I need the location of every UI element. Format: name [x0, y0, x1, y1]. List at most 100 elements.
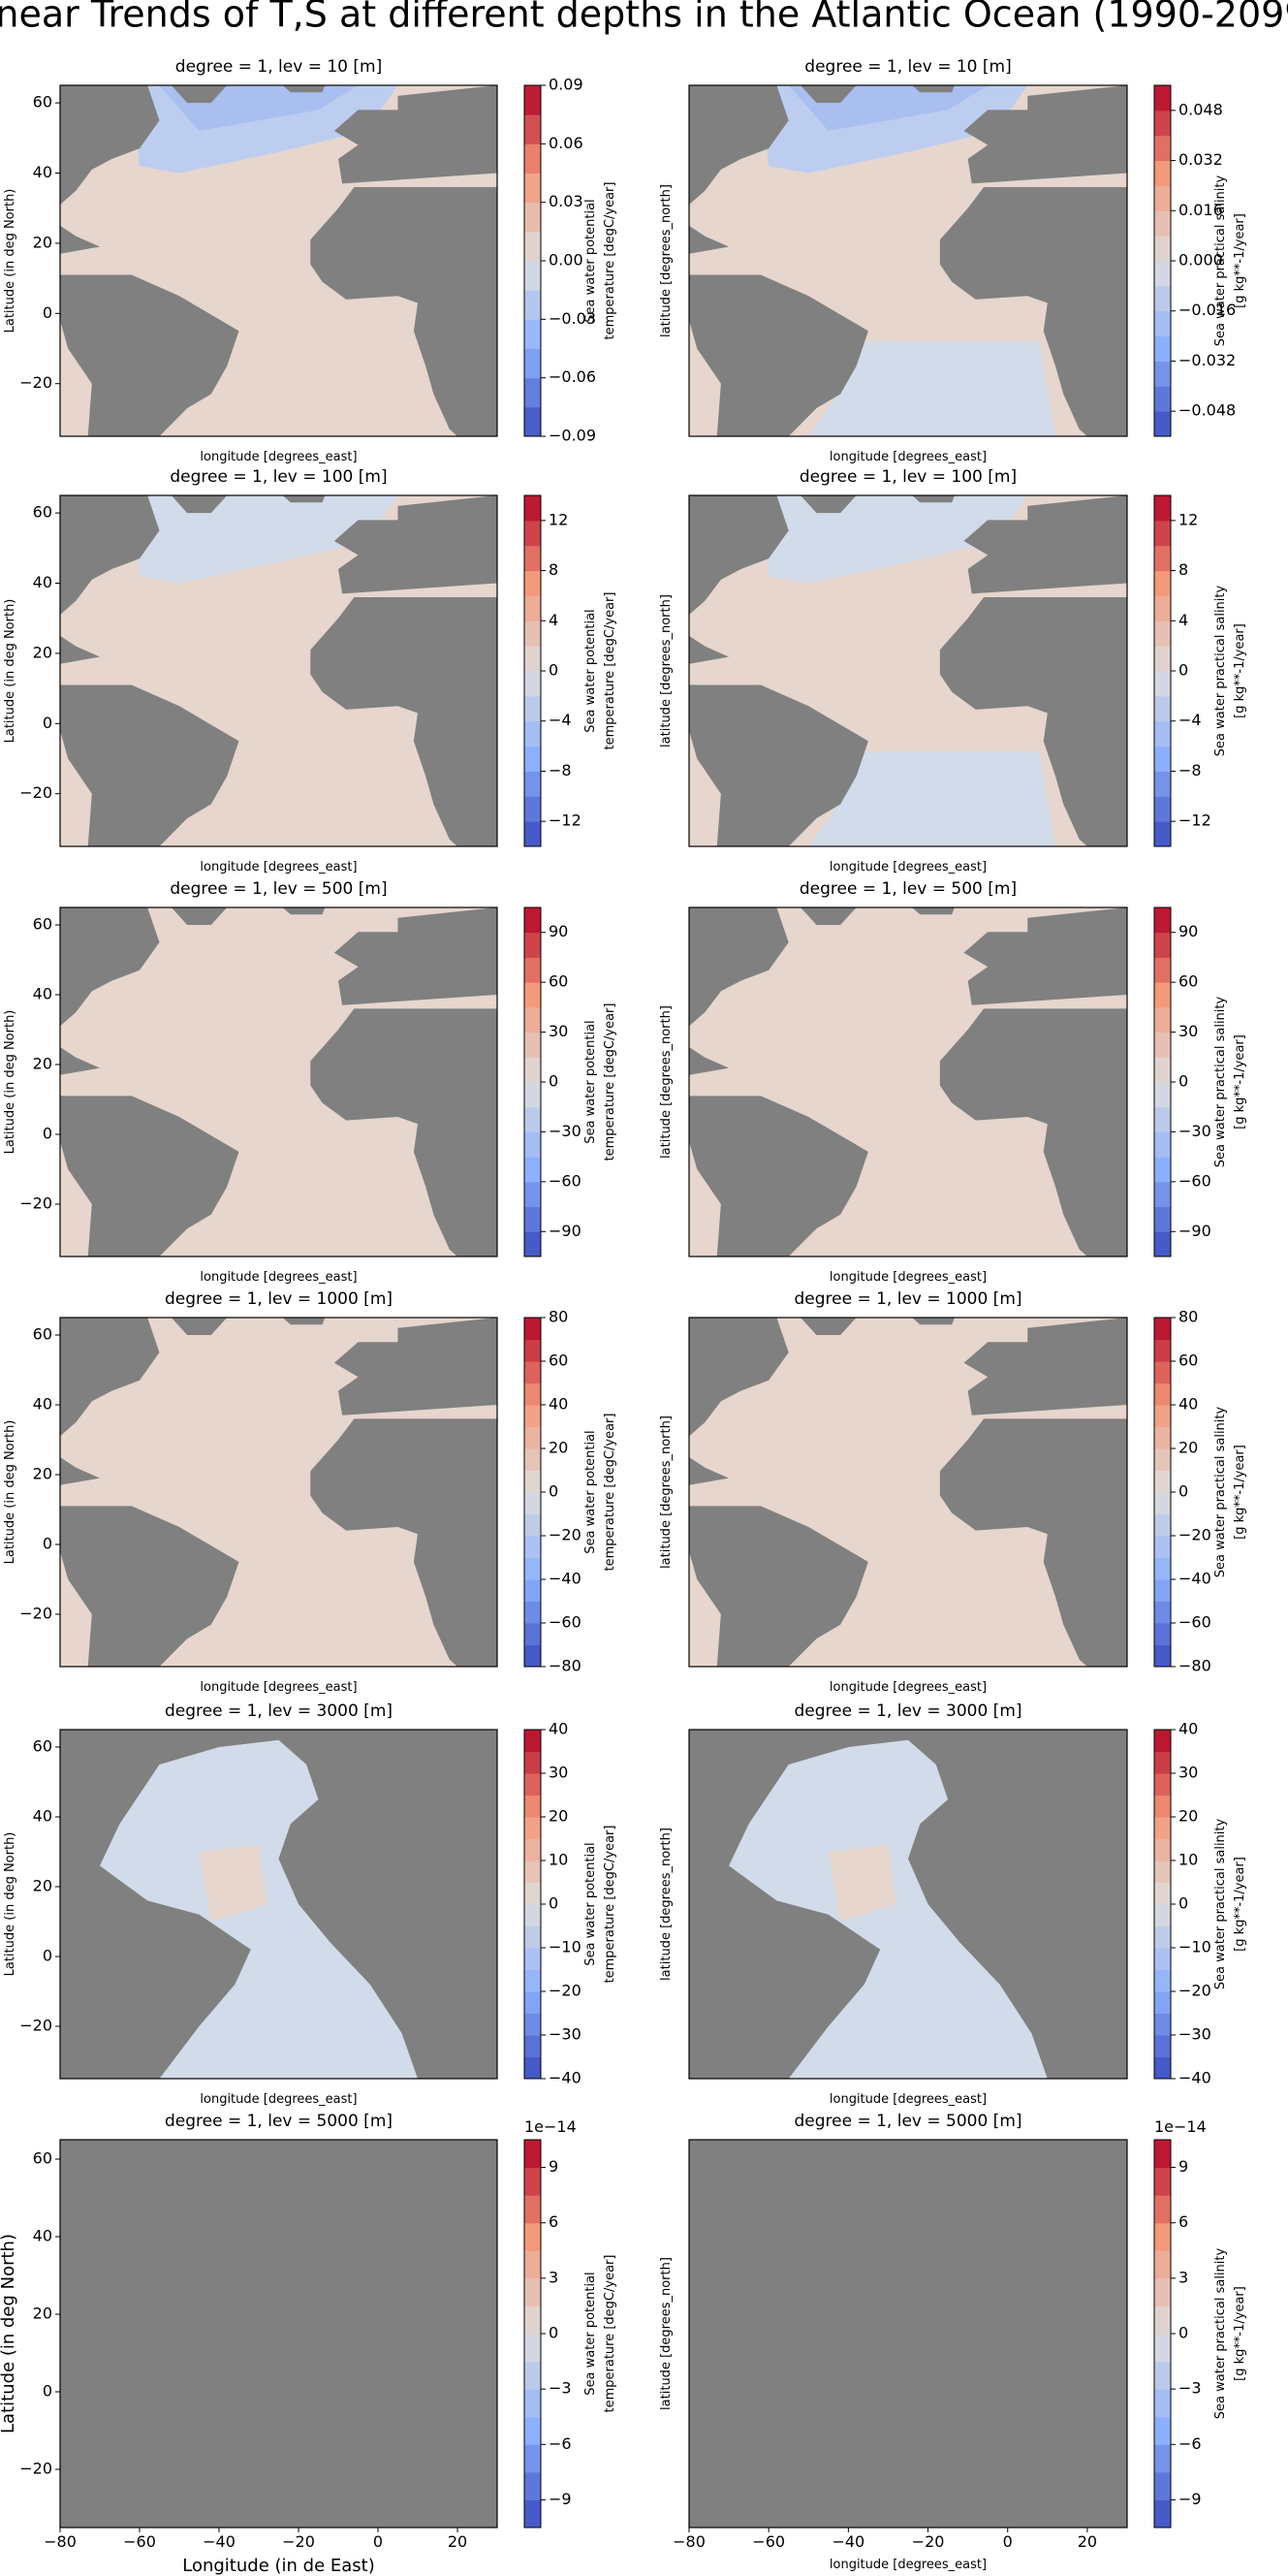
y-tick-label: 0 [43, 1125, 52, 1143]
colorbar-band [1154, 236, 1171, 262]
colorbar-tick-label: 0 [549, 2324, 558, 2342]
colorbar-label: Sea water practical salinity [1213, 585, 1228, 756]
colorbar-tick-label: −3 [549, 2379, 572, 2398]
colorbar-band [524, 2167, 541, 2196]
map-region [60, 1318, 160, 1437]
colorbar-band [524, 2416, 541, 2445]
y-tick-label: 0 [43, 1947, 52, 1965]
colorbar-band [1154, 957, 1171, 983]
map-region [912, 1318, 955, 1325]
y-tick-label: 40 [33, 1395, 52, 1414]
colorbar-band [1154, 185, 1171, 211]
colorbar-band [524, 1882, 541, 1905]
map-region [689, 274, 868, 436]
colorbar-tick-label: −9 [1178, 2490, 1202, 2508]
panel: degree = 1, lev = 10 [m] longitude [degre… [3, 57, 617, 464]
colorbar-band [524, 1106, 541, 1132]
colorbar-band [524, 1339, 541, 1362]
x-tick-label: −40 [832, 2532, 864, 2551]
y-axis-label: latitude [degrees_north] [659, 2257, 674, 2410]
map-region [282, 1318, 326, 1325]
colorbar-tick-label: 60 [549, 972, 568, 991]
colorbar-band [1154, 1882, 1171, 1905]
colorbar-band [524, 1969, 541, 1992]
colorbar-tick-label: 0.00 [549, 251, 583, 270]
y-tick-label: −20 [19, 1605, 52, 1623]
colorbar-tick-label: −6 [549, 2434, 572, 2453]
colorbar-tick-label: −9 [549, 2490, 572, 2508]
colorbar-tick-label: −30 [1178, 1122, 1211, 1140]
colorbar-band [1154, 2035, 1171, 2057]
colorbar-tick-label: 0 [1178, 1072, 1188, 1091]
colorbar-tick-label: 0 [1178, 1482, 1188, 1501]
colorbar-tick-label: 40 [1178, 1395, 1198, 1414]
y-axis-label: Latitude (in deg North) [3, 189, 17, 334]
map-region [808, 751, 1056, 846]
map-region [689, 684, 868, 846]
colorbar-tick-label: 60 [1178, 1352, 1198, 1370]
colorbar-band [524, 2013, 541, 2036]
map-background [689, 2140, 1127, 2528]
y-tick-label: 20 [33, 233, 52, 251]
colorbar-band [524, 1361, 541, 1383]
colorbar-band [524, 1730, 541, 1752]
colorbar-tick-label: −30 [549, 1122, 581, 1140]
colorbar-band [1154, 110, 1171, 137]
colorbar-tick-label: 90 [1178, 922, 1198, 940]
colorbar-band [524, 1644, 541, 1668]
map-region [333, 907, 497, 1005]
colorbar-tick-label: 4 [549, 611, 558, 629]
colorbar-band [1154, 2444, 1171, 2473]
colorbar-tick-label: 0.016 [1178, 201, 1223, 219]
map-region [333, 495, 497, 594]
map-region [60, 907, 160, 1027]
axes-frame [688, 84, 1128, 437]
x-axis-label: longitude [degrees_east] [830, 2558, 987, 2572]
panel: degree = 1, lev = 3000 [m] longitude [deg… [659, 1701, 1247, 2107]
colorbar-band [524, 2334, 541, 2363]
x-tick-label: −20 [912, 2532, 945, 2551]
colorbar-tick-label: −40 [1178, 1570, 1211, 1588]
colorbar-band [1154, 1470, 1171, 1493]
colorbar-band [524, 2444, 541, 2473]
colorbar-band [1154, 411, 1171, 437]
y-axis-label: latitude [degrees_north] [659, 1828, 674, 1981]
map-region [60, 225, 100, 254]
colorbar-label: temperature [degC/year] [603, 1826, 617, 1984]
axes-frame [59, 2139, 498, 2528]
map-region [912, 85, 955, 93]
colorbar-tick-label: −0.032 [1178, 351, 1236, 369]
colorbar-band [1154, 1106, 1171, 1132]
x-axis-label: longitude [degrees_east] [830, 450, 987, 464]
colorbar-band [524, 746, 541, 772]
panel: degree = 1, lev = 1000 [m] longitude [deg… [659, 1289, 1247, 1695]
colorbar-band [1154, 85, 1171, 111]
map-region [912, 907, 955, 915]
y-tick-label: 60 [33, 915, 52, 934]
y-tick-label: 20 [33, 1465, 52, 1483]
colorbar-tick-label: 12 [1178, 510, 1198, 528]
colorbar-band [524, 620, 541, 647]
colorbar-band [524, 1860, 541, 1883]
colorbar-tick-label: −8 [549, 761, 572, 779]
colorbar-tick-label: 30 [549, 1022, 568, 1040]
colorbar-band [524, 1426, 541, 1449]
colorbar-band [1154, 695, 1171, 722]
y-tick-label: 40 [33, 163, 52, 181]
colorbar-band [1154, 1557, 1171, 1580]
colorbar-tick-label: 6 [549, 2212, 558, 2231]
map-region [689, 1318, 789, 1437]
panel-title: degree = 1, lev = 100 [m] [170, 467, 387, 487]
x-tick-label: 0 [1003, 2532, 1013, 2551]
colorbar-tick-label: −90 [1178, 1222, 1211, 1240]
colorbar-tick-label: −80 [549, 1657, 581, 1675]
x-tick-label: 20 [448, 2532, 467, 2551]
colorbar-band [524, 545, 541, 572]
colorbar-tick-label: 90 [549, 922, 568, 940]
y-tick-label: 60 [33, 93, 52, 111]
x-tick-label: −80 [44, 2532, 77, 2551]
map-region [60, 1457, 100, 1485]
colorbar-band [524, 1032, 541, 1058]
colorbar-band [524, 796, 541, 822]
colorbar-tick-label: 60 [1178, 972, 1198, 991]
